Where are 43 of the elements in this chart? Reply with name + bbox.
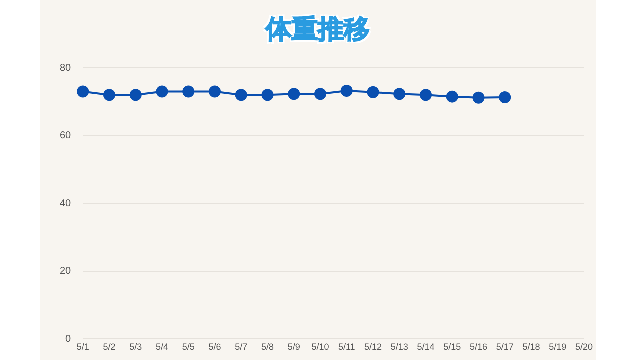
x-tick-label: 5/1 bbox=[76, 342, 90, 352]
x-tick-label: 5/2 bbox=[103, 342, 116, 352]
y-tick-label: 80 bbox=[60, 62, 72, 74]
point bbox=[182, 86, 195, 98]
x-tick-label: 5/10 bbox=[312, 342, 330, 352]
point bbox=[77, 86, 90, 98]
point bbox=[235, 89, 248, 102]
point bbox=[472, 92, 485, 104]
x-tick-label: 5/17 bbox=[496, 342, 514, 352]
point bbox=[367, 86, 380, 98]
x-tick-label: 5/8 bbox=[261, 342, 274, 352]
y-tick-label: 40 bbox=[60, 198, 72, 210]
point bbox=[156, 86, 168, 98]
point bbox=[420, 89, 432, 102]
point bbox=[314, 88, 326, 100]
point bbox=[104, 89, 116, 102]
point bbox=[288, 88, 300, 100]
point bbox=[130, 89, 142, 102]
x-tick-label: 5/4 bbox=[156, 342, 169, 352]
point bbox=[262, 89, 274, 102]
point bbox=[208, 86, 221, 98]
x-tick-label: 5/6 bbox=[208, 342, 222, 352]
point bbox=[394, 88, 406, 100]
point bbox=[499, 91, 512, 104]
x-tick-label: 5/18 bbox=[522, 342, 540, 352]
x-tick-label: 5/7 bbox=[235, 342, 248, 352]
x-tick-label: 5/11 bbox=[338, 342, 356, 352]
y-tick-label: 20 bbox=[60, 266, 72, 278]
y-tick-label: 60 bbox=[60, 130, 72, 142]
x-tick-label: 5/14 bbox=[417, 342, 435, 352]
point bbox=[446, 90, 458, 103]
x-tick-label: 5/19 bbox=[549, 342, 567, 352]
x-tick-label: 5/20 bbox=[575, 342, 594, 352]
x-tick-label: 5/15 bbox=[444, 342, 462, 352]
x-tick-label: 5/3 bbox=[130, 342, 142, 352]
x-tick-label: 5/13 bbox=[390, 342, 408, 352]
chart-title: 体重推移 bbox=[264, 14, 371, 47]
y-tick-label: 0 bbox=[66, 334, 72, 345]
point bbox=[340, 85, 353, 98]
x-tick-label: 5/16 bbox=[470, 342, 488, 352]
x-tick-label: 5/9 bbox=[288, 342, 300, 352]
x-tick-label: 5/12 bbox=[364, 342, 382, 352]
x-tick-label: 5/5 bbox=[182, 342, 195, 352]
